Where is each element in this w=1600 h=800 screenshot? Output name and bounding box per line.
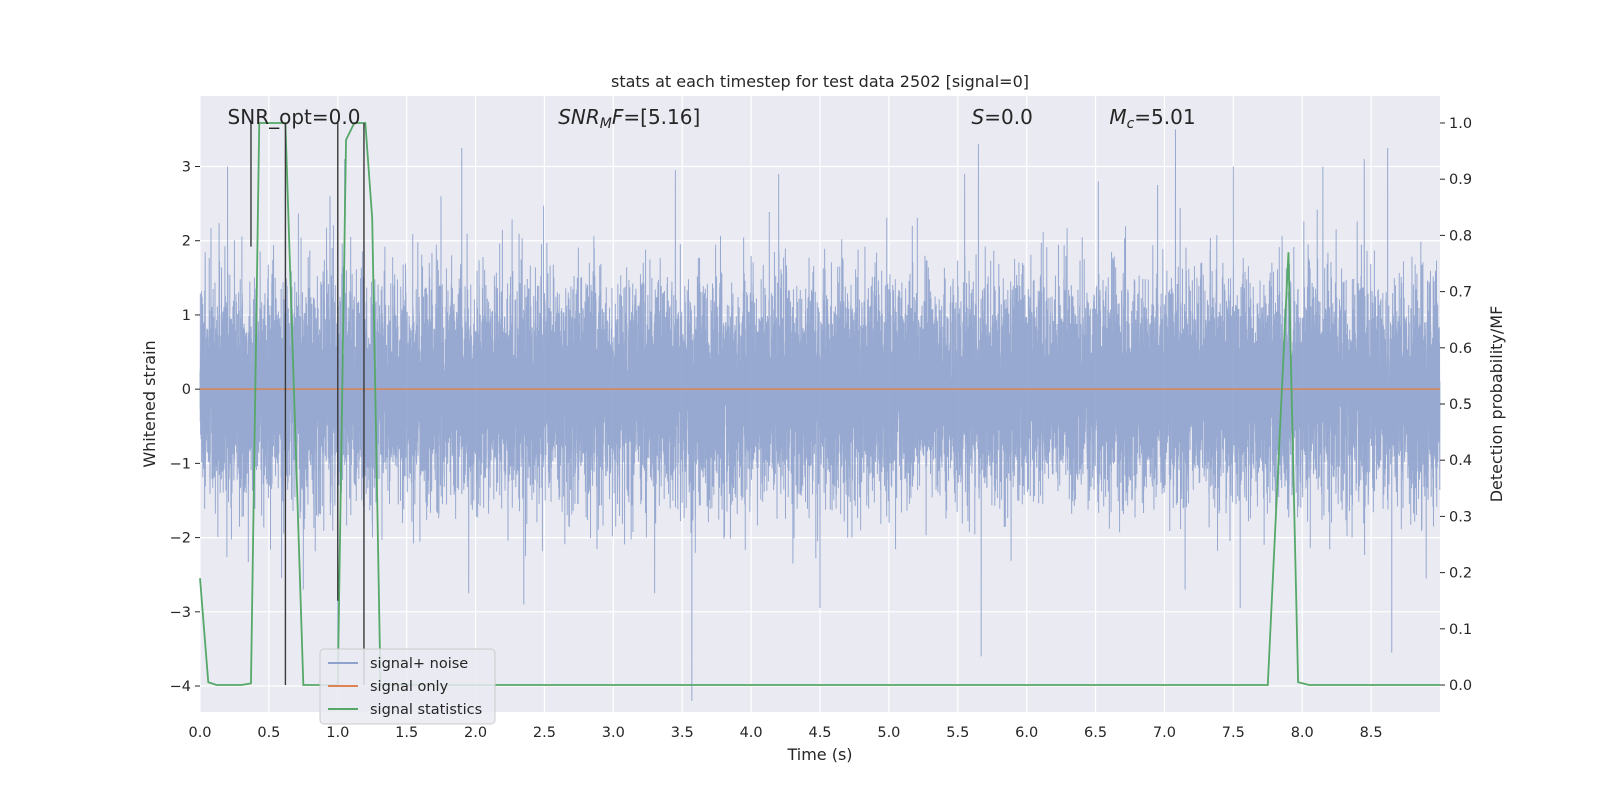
y-right-tick-label: 0.0 — [1449, 678, 1472, 694]
y-right-tick-label: 0.3 — [1449, 509, 1472, 525]
y-left-tick-label: 3 — [182, 160, 191, 176]
annotations: SNR_opt=0.0 SNRMF=[5.16] S=0.0 Mc=5.01 — [228, 105, 1196, 132]
x-tick-label: 3.0 — [602, 725, 625, 741]
x-axis-label: Time (s) — [786, 745, 852, 764]
x-tick-label: 7.5 — [1222, 725, 1245, 741]
x-tick-label: 7.0 — [1153, 725, 1176, 741]
y-left-tick-label: 0 — [182, 382, 191, 398]
legend: signal+ noise signal only signal statist… — [319, 648, 496, 725]
x-tick-label: 0.0 — [188, 725, 211, 741]
x-tick-label: 3.5 — [671, 725, 694, 741]
y-left-tick-label: −3 — [170, 605, 191, 621]
x-tick-label: 0.5 — [257, 725, 280, 741]
y-right-tick-label: 0.9 — [1449, 172, 1472, 188]
y-right-tick-label: 0.7 — [1449, 285, 1472, 301]
annotation-part: =[5.16] — [623, 105, 700, 129]
legend-box — [319, 648, 496, 725]
annotation-part: =5.01 — [1134, 105, 1195, 129]
annotation: SNR_opt=0.0 — [228, 105, 361, 129]
x-axis-ticks: 0.0 0.5 1.0 1.5 2.0 2.5 3.0 3.5 4.0 4.5 5.0 5.5 6.0 6… — [188, 725, 1382, 741]
legend-label-noise: signal+ noise — [370, 656, 468, 672]
y-right-axis-label: Detection probability/MF — [1487, 306, 1506, 503]
x-tick-label: 8.5 — [1360, 725, 1383, 741]
annotation: S=0.0 — [972, 105, 1033, 129]
vertical-markers — [250, 122, 365, 686]
x-tick-label: 4.0 — [740, 725, 763, 741]
x-tick-label: 1.5 — [395, 725, 418, 741]
x-tick-label: 4.5 — [808, 725, 831, 741]
y-left-tick-label: −4 — [170, 679, 191, 695]
y-left-tick-label: 1 — [182, 308, 191, 324]
y-right-tick-label: 0.8 — [1449, 228, 1472, 244]
x-tick-label: 5.0 — [877, 725, 900, 741]
annotation: Mc=5.01 — [1109, 105, 1195, 132]
y-left-axis-ticks: −4 −3 −2 −1 0 1 2 3 — [170, 160, 200, 695]
y-left-axis-label: Whitened strain — [140, 340, 159, 467]
line-series — [199, 122, 1440, 686]
x-tick-label: 2.5 — [533, 725, 556, 741]
series-signal-noise — [199, 129, 1441, 701]
x-tick-label: 2.0 — [464, 725, 487, 741]
x-tick-label: 8.0 — [1291, 725, 1314, 741]
y-left-tick-label: 2 — [182, 234, 191, 250]
x-tick-label: 6.5 — [1084, 725, 1107, 741]
y-left-tick-label: −2 — [170, 531, 191, 547]
annotation-part: F — [612, 105, 624, 129]
annotation-part: SNR — [558, 105, 600, 129]
annotation-part: M — [600, 116, 612, 132]
y-right-tick-label: 0.2 — [1449, 566, 1472, 582]
y-right-tick-label: 0.5 — [1449, 397, 1472, 413]
annotation-part: S — [972, 105, 985, 129]
x-tick-label: 1.0 — [326, 725, 349, 741]
annotation-part: =0.0 — [984, 105, 1033, 129]
chart-title: stats at each timestep for test data 250… — [611, 72, 1029, 91]
annotation-part: c — [1127, 116, 1135, 132]
x-tick-label: 6.0 — [1015, 725, 1038, 741]
noise-series — [199, 129, 1441, 701]
legend-label-signal: signal only — [370, 679, 449, 695]
y-right-tick-label: 1.0 — [1449, 116, 1472, 132]
y-right-tick-label: 0.4 — [1449, 453, 1472, 469]
y-right-tick-label: 0.1 — [1449, 622, 1472, 638]
legend-label-statistics: signal statistics — [370, 702, 482, 718]
series-signal-statistics — [199, 122, 1440, 686]
x-tick-label: 5.5 — [946, 725, 969, 741]
annotation: SNRMF=[5.16] — [558, 105, 700, 132]
y-right-tick-label: 0.6 — [1449, 341, 1472, 357]
y-left-tick-label: −1 — [170, 456, 191, 472]
annotation-part: M — [1109, 105, 1126, 129]
y-right-axis-ticks: 0.0 0.1 0.2 0.3 0.4 0.5 0.6 0.7 0.8 0.9 1.0 — [1440, 116, 1472, 694]
